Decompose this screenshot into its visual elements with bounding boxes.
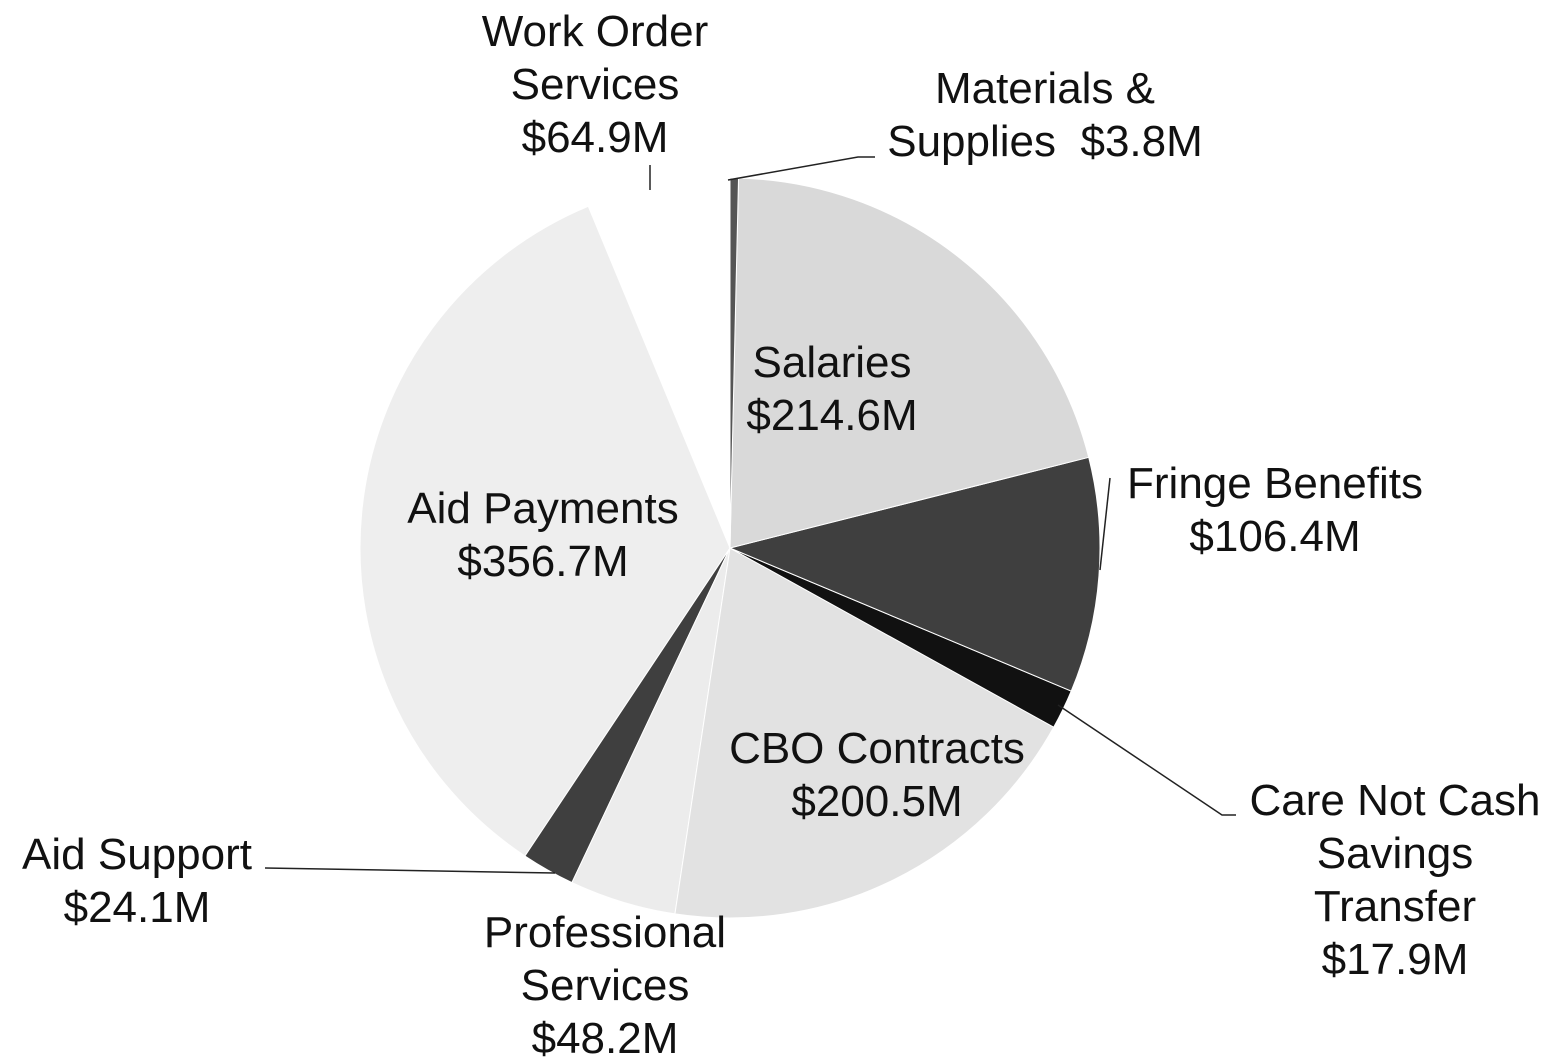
category-label: Care Not Cash Savings Transfer xyxy=(1249,776,1541,931)
leader-line xyxy=(1057,704,1236,816)
slice-label: CBO Contracts $200.5M xyxy=(687,722,1067,828)
pie-slice xyxy=(729,177,1090,549)
value-label: $24.1M xyxy=(63,883,211,932)
category-label: Aid Support xyxy=(22,830,252,879)
slice-label: Fringe Benefits $106.4M xyxy=(1075,457,1475,563)
slice-label: Aid Payments $356.7M xyxy=(373,482,713,588)
category-label: Professional Services xyxy=(483,908,727,1010)
value-label: $106.4M xyxy=(1189,512,1361,561)
category-label: Fringe Benefits xyxy=(1127,459,1423,508)
slice-label: Work Order Services $64.9M xyxy=(445,5,745,164)
slice-label: Aid Support $24.1M xyxy=(0,828,282,934)
leader-line xyxy=(264,867,556,874)
pie-slice xyxy=(359,205,731,857)
value-label: $3.8M xyxy=(1080,117,1203,166)
slice-label: Materials & Supplies $3.8M xyxy=(875,62,1215,168)
pie-slice xyxy=(728,456,1101,692)
category-label: Aid Payments xyxy=(407,484,679,533)
value-label: $200.5M xyxy=(791,777,963,826)
value-label: $48.2M xyxy=(531,1014,679,1063)
value-label: $214.6M xyxy=(746,391,918,440)
slice-label: Professional Services $48.2M xyxy=(460,906,750,1064)
value-label: $64.9M xyxy=(521,113,669,162)
category-label: Materials & Supplies xyxy=(887,64,1156,166)
leader-line xyxy=(727,156,875,181)
category-label: CBO Contracts xyxy=(729,724,1025,773)
pie-slice xyxy=(674,547,1055,919)
slice-label: Care Not Cash Savings Transfer $17.9M xyxy=(1240,774,1550,986)
slice-label: Salaries $214.6M xyxy=(717,336,947,442)
value-label: $356.7M xyxy=(457,537,629,586)
category-label: Salaries xyxy=(752,338,912,387)
leader-line xyxy=(1099,477,1111,571)
pie-slice xyxy=(587,177,731,549)
leader-lines xyxy=(264,156,1236,874)
value-label: $17.9M xyxy=(1321,935,1469,984)
category-label: Work Order Services xyxy=(481,7,709,109)
